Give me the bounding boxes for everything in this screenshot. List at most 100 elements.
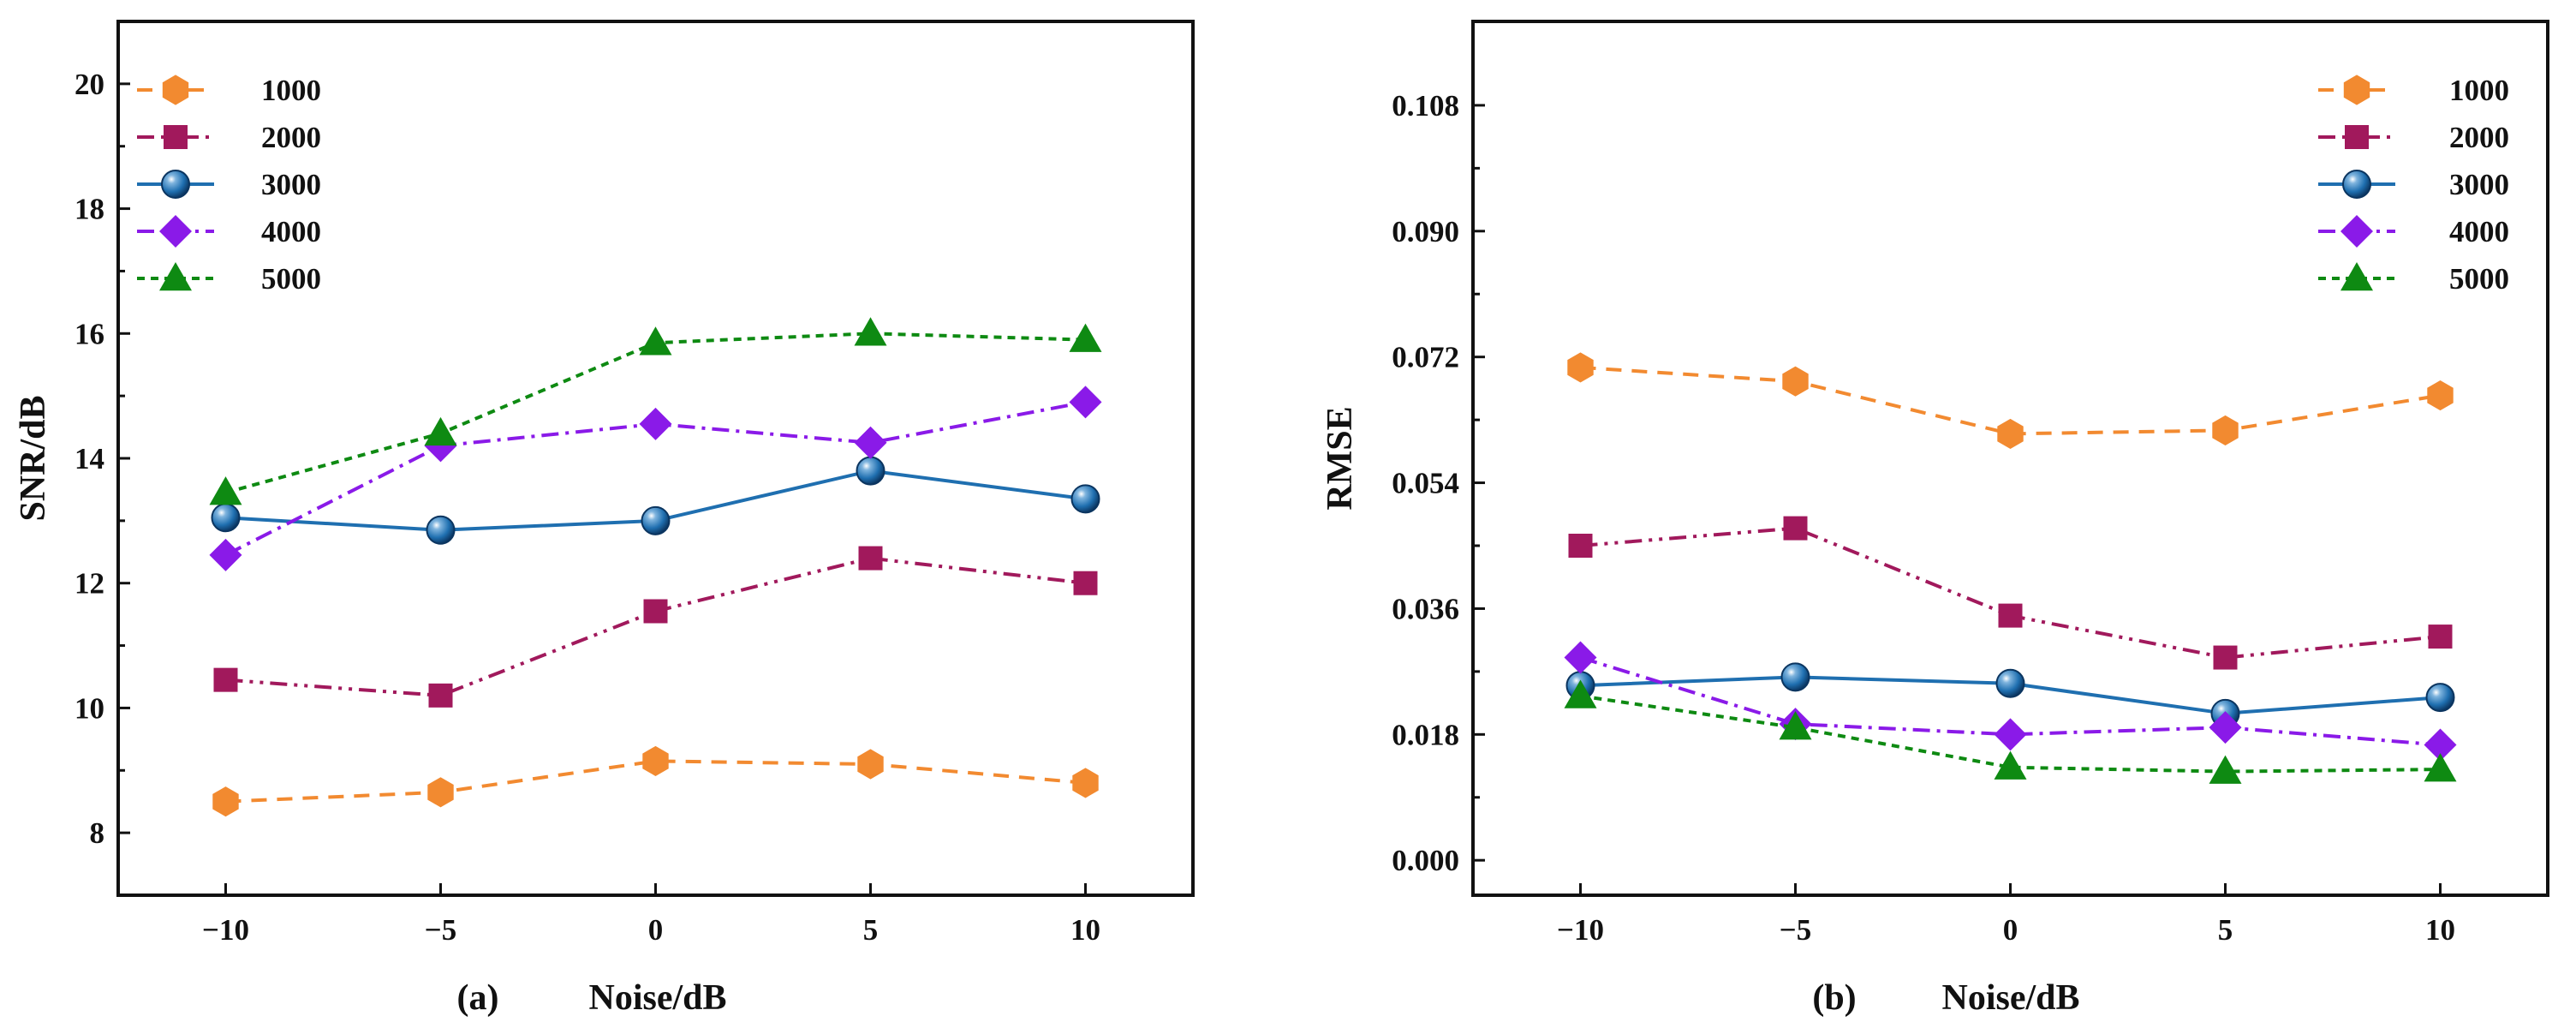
series-line-2000 — [225, 556, 1086, 697]
series-line-1000 — [1580, 365, 2441, 436]
x-tick-label: −10 — [1557, 913, 1604, 947]
y-tick-label: 0.018 — [1392, 718, 1459, 751]
data-point — [857, 749, 884, 780]
legend-label: 3000 — [261, 168, 321, 201]
y-tick-label: 0.090 — [1392, 215, 1459, 248]
data-point — [2424, 753, 2457, 782]
x-tick-label: −10 — [202, 913, 249, 947]
legend-label: 4000 — [261, 215, 321, 248]
y-tick-label: 0.054 — [1392, 467, 1459, 500]
series-3000 — [1565, 662, 2455, 728]
legend-entry-5000: 5000 — [2318, 262, 2509, 296]
legend-entry-5000: 5000 — [137, 262, 321, 296]
panel-b-label: (b) — [1812, 978, 1856, 1018]
data-point — [856, 456, 886, 486]
y-tick-label: 14 — [75, 442, 104, 475]
y-tick-label: 0.000 — [1392, 844, 1459, 877]
data-point — [428, 683, 453, 708]
legend-label: 5000 — [2449, 262, 2509, 296]
panel-a-y-axis-label: SNR/dB — [14, 395, 53, 521]
y-tick-label: 20 — [75, 68, 104, 101]
x-tick-label: −5 — [425, 913, 456, 947]
data-point — [1073, 571, 1098, 595]
panel-b-x-axis-label: Noise/dB — [1941, 978, 2079, 1018]
x-tick-label: −5 — [1780, 913, 1811, 947]
x-tick-label: 0 — [2003, 913, 2018, 947]
panel-b-y-axis-label: RMSE — [1321, 406, 1360, 510]
panel-a-x-ticks: −10 −5 0 5 10 — [202, 883, 1100, 947]
panel-b-y-ticks: 0.000 0.018 0.036 0.054 0.072 0.090 0.108 — [1392, 89, 1485, 877]
legend-marker — [159, 262, 192, 291]
legend-marker — [2345, 125, 2369, 149]
data-point — [642, 745, 669, 776]
data-point — [1994, 718, 2027, 751]
data-point — [1564, 641, 1597, 674]
data-point — [2424, 728, 2457, 762]
data-point — [1072, 768, 1099, 798]
series-1000 — [212, 745, 1099, 817]
series-line-2000 — [1580, 526, 2441, 660]
legend-marker — [2340, 262, 2373, 291]
data-point — [1564, 679, 1597, 708]
y-tick-label: 18 — [75, 193, 104, 226]
data-point — [854, 317, 887, 346]
series-5000 — [209, 317, 1102, 505]
data-point — [1782, 366, 1809, 397]
data-point — [211, 503, 241, 533]
data-point — [1995, 668, 2025, 698]
panel-a-x-axis-label: Noise/dB — [588, 978, 726, 1018]
data-point — [858, 546, 883, 571]
series-4000 — [1564, 641, 2457, 762]
x-tick-label: 10 — [1070, 913, 1100, 947]
legend-marker — [162, 75, 189, 105]
x-tick-label: 10 — [2425, 913, 2455, 947]
series-line-4000 — [1579, 655, 2441, 747]
x-tick-label: 5 — [2218, 913, 2233, 947]
panel-b-legend: 1000 2000 3000 4000 5000 — [2318, 74, 2509, 296]
data-point — [2428, 625, 2453, 649]
data-point — [2425, 683, 2455, 713]
panel-a: −10 −5 0 5 10 8 10 12 14 16 18 20 1000 2000 3000 4000… — [14, 20, 1195, 1018]
series-4000 — [209, 386, 1102, 571]
legend-entry-1000: 1000 — [2318, 74, 2509, 107]
data-point — [426, 515, 456, 545]
data-point — [209, 476, 242, 505]
panel-a-label: (a) — [457, 978, 499, 1018]
legend-label: 3000 — [2449, 168, 2509, 201]
data-point — [641, 505, 671, 535]
data-point — [643, 599, 668, 624]
data-point — [213, 667, 238, 692]
legend-entry-3000: 3000 — [2318, 168, 2509, 201]
legend-label: 1000 — [261, 74, 321, 107]
x-tick-label: 5 — [863, 913, 879, 947]
panel-b-x-ticks: −10 −5 0 5 10 — [1557, 883, 2455, 947]
panel-a-series-layer — [209, 317, 1102, 817]
data-point — [639, 407, 672, 440]
data-point — [427, 777, 454, 808]
legend-marker — [2340, 215, 2373, 248]
series-2000 — [1568, 516, 2453, 670]
panel-a-y-ticks: 8 10 12 14 16 18 20 — [75, 68, 130, 850]
data-point — [1994, 750, 2027, 780]
legend-label: 1000 — [2449, 74, 2509, 107]
y-tick-label: 0.072 — [1392, 341, 1459, 374]
legend-label: 2000 — [2449, 121, 2509, 154]
y-tick-label: 10 — [75, 691, 104, 725]
y-tick-label: 0.108 — [1392, 89, 1459, 123]
data-point — [1069, 323, 1102, 352]
legend-marker — [2343, 75, 2370, 105]
data-point — [2209, 711, 2242, 744]
data-point — [209, 538, 242, 571]
legend-marker — [159, 215, 192, 248]
data-point — [1070, 484, 1100, 514]
y-tick-label: 12 — [75, 567, 104, 601]
series-5000 — [1564, 679, 2457, 784]
data-point — [1069, 386, 1102, 419]
data-point — [1779, 711, 1812, 740]
data-point — [2209, 755, 2242, 784]
data-point — [2212, 415, 2239, 445]
legend-entry-4000: 4000 — [137, 215, 321, 248]
y-tick-label: 16 — [75, 317, 104, 350]
data-point — [639, 326, 672, 356]
